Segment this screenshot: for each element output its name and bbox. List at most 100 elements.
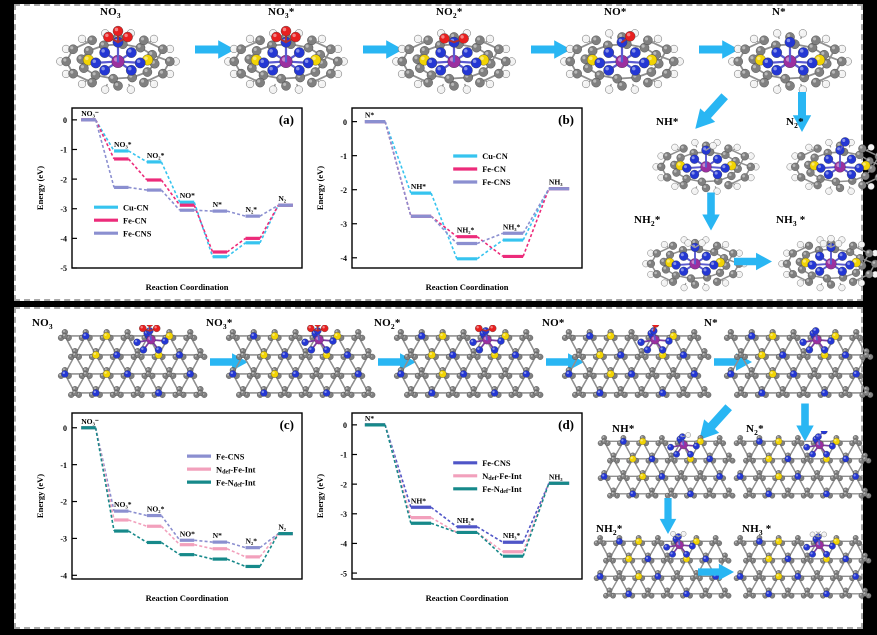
svg-text:Cu-CN: Cu-CN: [123, 203, 149, 212]
flow-arrow-icon: [531, 40, 571, 59]
molecule-lattice: [561, 325, 712, 398]
flow-arrow-diagonal-icon: [691, 400, 736, 447]
svg-text:NO₂*: NO₂*: [147, 151, 165, 160]
molecule-n2-adsorbed-top: [776, 124, 877, 202]
svg-text:Reaction Coordination: Reaction Coordination: [146, 282, 229, 292]
molecule-cluster: [224, 25, 348, 94]
svg-text:0: 0: [343, 118, 347, 127]
flow-arrow-down-icon: [792, 92, 812, 132]
svg-text:N₂*: N₂*: [245, 205, 257, 214]
svg-text:Energy (eV): Energy (eV): [35, 166, 45, 210]
molecule-lattice: [733, 531, 872, 599]
molecule-nitrate-adsorbed-top: [212, 12, 360, 102]
svg-text:Fe-CNS: Fe-CNS: [123, 229, 152, 238]
flow-arrow-icon: [698, 563, 734, 581]
species-label-nh-adsorbed: NH*: [656, 116, 679, 128]
species-label-nitrite-adsorbed: NO2*: [374, 317, 401, 332]
molecule-cluster: [560, 29, 684, 94]
svg-text:-3: -3: [340, 220, 347, 229]
molecule-lattice: [723, 327, 874, 398]
svg-text:NO₃*: NO₃*: [114, 140, 132, 149]
svg-text:-1: -1: [340, 152, 347, 161]
species-label-nh2-adsorbed: NH2*: [596, 523, 623, 538]
species-label-n-adsorbed: N*: [772, 6, 786, 18]
flow-arrow-icon: [363, 40, 403, 59]
flow-arrow-down-icon: [659, 498, 677, 534]
molecule-no-adsorbed-bottom: [560, 325, 712, 409]
svg-text:-4: -4: [340, 254, 347, 263]
svg-text:N*: N*: [365, 111, 374, 120]
svg-text:Fe-CN: Fe-CN: [123, 216, 147, 225]
svg-text:Energy (eV): Energy (eV): [315, 166, 325, 210]
molecule-cluster: [728, 29, 852, 94]
energy-diagram-b: 0 -1 -2 -3 -4 Energy (eV) Reaction Coordinatio…: [312, 100, 590, 298]
svg-text:N*: N*: [213, 200, 222, 209]
species-label-nh2-adsorbed: NH2*: [634, 214, 661, 229]
species-label-nitrate-adsorbed: NO3*: [206, 317, 233, 332]
molecule-n-adsorbed-top: [716, 12, 864, 102]
molecule-n-adsorbed-bottom: [722, 325, 874, 409]
molecule-lattice: [593, 531, 732, 599]
molecule-cluster: [778, 235, 877, 292]
species-label-nh3-adsorbed: NH3 *: [776, 214, 806, 229]
molecule-nh3-adsorbed-bottom: [732, 531, 872, 609]
chart-panel-d: 0 -1 -2 -3 -4 -5 Energy (eV) Reaction Coordinat…: [312, 405, 590, 609]
svg-text:NO₃⁻: NO₃⁻: [81, 109, 99, 118]
molecule-cluster: [642, 236, 748, 292]
flow-arrow-down-icon: [796, 403, 815, 442]
molecule-nitrate-adsorbed-bottom: [224, 325, 376, 409]
molecule-lattice: [393, 325, 544, 398]
flow-arrow-down-icon: [702, 192, 721, 231]
chart-panel-a: 0 -1 -2 -3 -4 -5 Energy (eV) Reaction Coordinat…: [32, 100, 310, 298]
flow-arrow-icon: [699, 40, 739, 59]
svg-text:NH₂*: NH₂*: [457, 226, 475, 235]
molecule-nh2-adsorbed-bottom: [592, 531, 732, 609]
molecule-nitrite-adsorbed-top: [380, 12, 528, 102]
molecule-nh-adsorbed-bottom: [596, 431, 736, 509]
species-label-nitrate: NO3: [32, 317, 53, 332]
chart-panel-b: 0 -1 -2 -3 -4 Energy (eV) Reaction Coordinatio…: [312, 100, 590, 298]
species-label-nitrite-adsorbed: NO2*: [436, 6, 463, 21]
chart-panel-c: 0 -1 -2 -3 -4 Energy (eV) Reaction Coordinatio…: [32, 405, 310, 609]
species-label-no-adsorbed: NO*: [604, 6, 627, 18]
species-label-nh3-adsorbed: NH3 *: [742, 523, 772, 538]
molecule-cluster: [652, 139, 760, 195]
molecule-cluster: [392, 29, 516, 94]
molecule-no-adsorbed-top: [548, 12, 696, 102]
svg-text:NH₃: NH₃: [549, 178, 563, 187]
svg-text:-2: -2: [340, 186, 347, 195]
molecule-lattice: [57, 325, 208, 398]
molecule-lattice: [225, 325, 376, 398]
top-figure-panel: NO3 NO3* NO2* NO* N* NH* N2* NH2* NH3 * 0 -1 -2 -3 -4…: [14, 4, 877, 301]
svg-text:NO*: NO*: [180, 191, 195, 200]
svg-text:-3: -3: [60, 205, 67, 214]
svg-text:NH₃*: NH₃*: [503, 222, 521, 231]
svg-text:(b): (b): [558, 112, 574, 127]
molecule-n2-adsorbed-bottom: [732, 431, 872, 509]
energy-diagram-a: 0 -1 -2 -3 -4 -5 Energy (eV) Reaction Coordinat…: [32, 100, 310, 298]
svg-text:-5: -5: [60, 264, 67, 273]
svg-text:Fe-CNS: Fe-CNS: [482, 178, 511, 187]
svg-text:N₂: N₂: [278, 194, 286, 203]
species-label-nitrate: NO3: [100, 6, 121, 21]
species-label-no-adsorbed: NO*: [542, 317, 565, 329]
species-label-n-adsorbed: N*: [704, 317, 718, 329]
svg-text:0: 0: [63, 116, 67, 125]
species-label-n2-adsorbed: N2*: [746, 423, 764, 438]
flow-arrow-icon: [734, 252, 772, 271]
species-label-nh-adsorbed: NH*: [612, 423, 635, 435]
flow-arrow-diagonal-icon: [687, 89, 732, 136]
svg-text:Reaction Coordination: Reaction Coordination: [426, 282, 509, 292]
svg-text:NH*: NH*: [411, 182, 426, 191]
flow-arrow-icon: [195, 40, 235, 59]
molecule-nh-adsorbed-top: [642, 124, 770, 202]
molecule-nh3-adsorbed-top: [768, 222, 877, 298]
molecule-cluster: [56, 25, 180, 94]
molecule-nitrate-bottom: [56, 325, 208, 409]
svg-text:Cu-CN: Cu-CN: [482, 152, 508, 161]
molecule-lattice: [733, 431, 872, 499]
molecule-nitrate-top: [44, 12, 192, 102]
